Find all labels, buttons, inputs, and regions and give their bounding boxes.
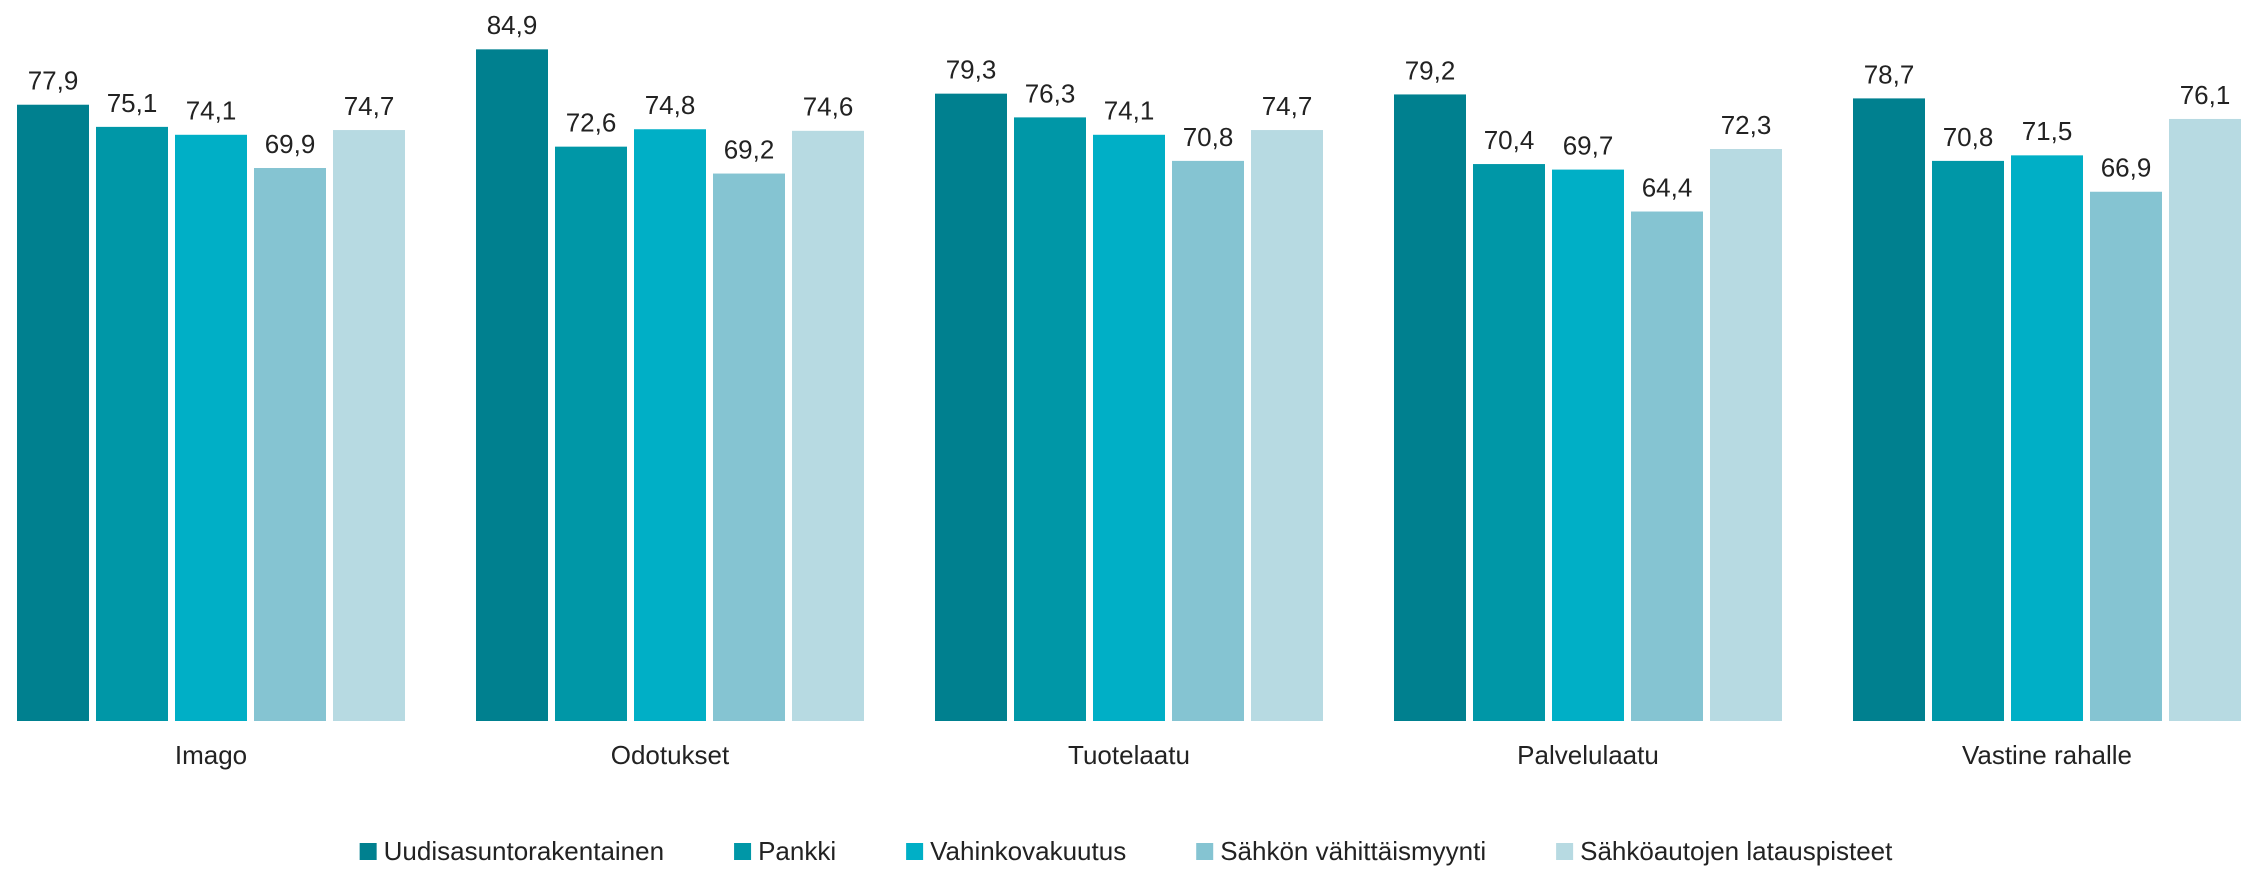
data-label: 71,5 [2022, 116, 2073, 146]
bar [1251, 130, 1323, 722]
bar [17, 104, 89, 722]
data-label: 64,4 [1642, 172, 1693, 202]
bar [333, 130, 405, 722]
data-label: 69,2 [724, 134, 775, 164]
bar [476, 49, 548, 721]
data-label: 75,1 [107, 88, 158, 118]
data-label: 70,8 [1183, 122, 1234, 152]
data-label: 76,1 [2180, 80, 2231, 110]
bar [254, 168, 326, 722]
data-label: 72,6 [566, 108, 617, 138]
legend-swatch [734, 843, 752, 860]
data-label: 74,6 [803, 92, 854, 122]
data-label: 74,8 [645, 90, 696, 120]
bar [792, 130, 864, 721]
data-label: 70,4 [1484, 125, 1535, 155]
data-label: 74,1 [186, 96, 237, 126]
data-label: 72,3 [1721, 110, 1772, 140]
legend-swatch [1196, 843, 1214, 860]
data-label: 69,7 [1563, 130, 1614, 160]
bar [2011, 155, 2083, 721]
bar [713, 173, 785, 721]
data-label: 84,9 [487, 10, 538, 40]
data-label: 74,7 [344, 91, 395, 121]
bar [1394, 94, 1466, 721]
bar [1710, 149, 1782, 721]
bar [1552, 169, 1624, 721]
x-tick-label: Imago [175, 740, 247, 770]
bar [1853, 98, 1925, 721]
data-label: 79,2 [1405, 55, 1456, 85]
data-label: 77,9 [28, 66, 79, 96]
bar [2169, 118, 2241, 721]
bar [96, 126, 168, 722]
bar [935, 93, 1007, 722]
bar [1014, 117, 1086, 722]
bar [1093, 134, 1165, 721]
x-tick-label: Vastine rahalle [1962, 740, 2132, 770]
data-label: 66,9 [2101, 153, 2152, 183]
bar [175, 134, 247, 721]
bar [1172, 160, 1244, 722]
bar [1631, 211, 1703, 721]
data-label: 74,7 [1262, 91, 1313, 121]
x-tick-label: Tuotelaatu [1068, 740, 1190, 770]
bar [2090, 191, 2162, 721]
legend-swatch [906, 843, 924, 860]
legend-label: Uudisasuntorakentainen [384, 836, 664, 866]
legend-label: Sähkön vähittäismyynti [1220, 836, 1486, 866]
data-label: 69,9 [265, 129, 316, 159]
x-tick-label: Palvelulaatu [1517, 740, 1659, 770]
data-label: 78,7 [1864, 59, 1915, 89]
data-label: 70,8 [1943, 122, 1994, 152]
bar [1932, 160, 2004, 722]
data-label: 79,3 [946, 55, 997, 85]
bar [634, 129, 706, 721]
legend-label: Vahinkovakuutus [930, 836, 1126, 866]
x-tick-label: Odotukset [611, 740, 730, 770]
bar [555, 146, 627, 722]
data-label: 74,1 [1104, 96, 1155, 126]
legend-label: Sähköautojen latauspisteet [1580, 836, 1893, 866]
data-label: 76,3 [1025, 78, 1076, 108]
legend-swatch [1556, 843, 1574, 860]
bar [1473, 164, 1545, 721]
legend-label: Pankki [758, 836, 836, 866]
legend-swatch [359, 843, 377, 860]
